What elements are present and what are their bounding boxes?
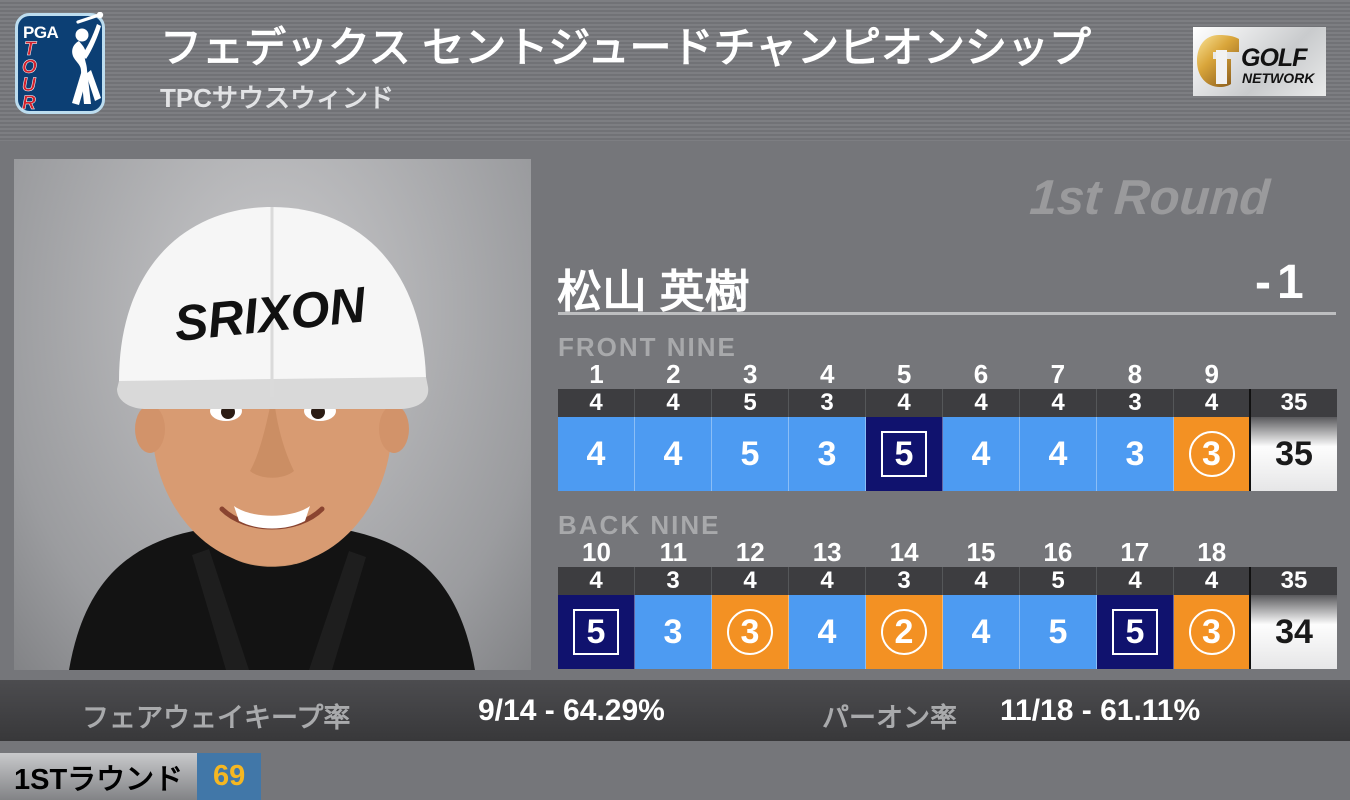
svg-text:R: R [22, 93, 36, 114]
svg-text:NETWORK: NETWORK [1242, 70, 1315, 86]
svg-text:GOLF: GOLF [1241, 44, 1308, 72]
